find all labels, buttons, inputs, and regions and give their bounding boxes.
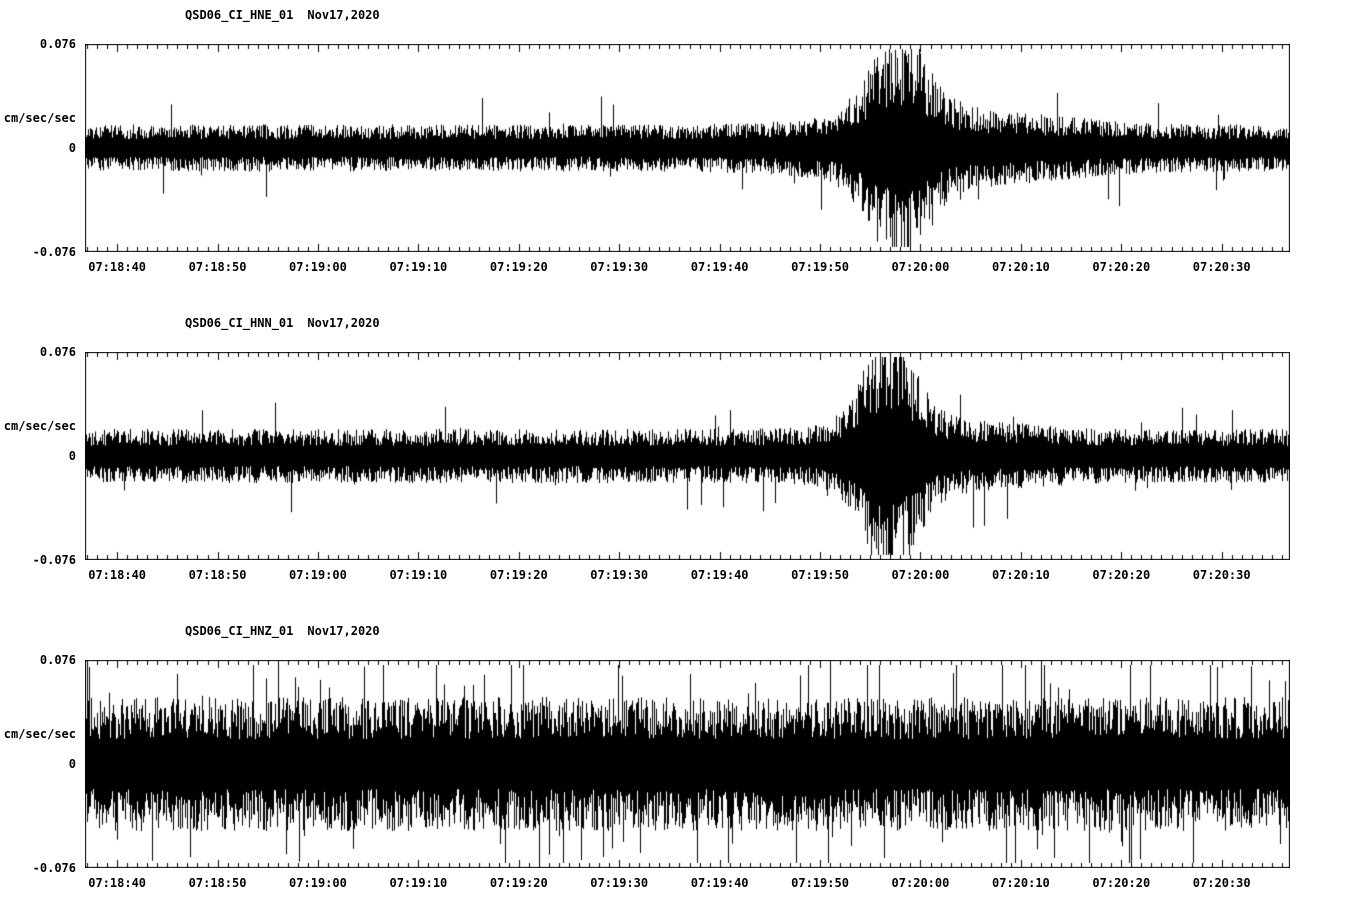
y-axis-units-label: cm/sec/sec: [3, 111, 76, 125]
x-axis-tick-label: 07:20:20: [1092, 876, 1151, 890]
plot-title: QSD06_CI_HNZ_01 Nov17,2020: [185, 624, 380, 638]
x-axis-tick-label: 07:18:50: [188, 568, 247, 582]
x-axis-tick-label: 07:19:10: [389, 876, 448, 890]
y-axis-zero-label: 0: [68, 757, 76, 771]
plot-title: QSD06_CI_HNE_01 Nov17,2020: [185, 8, 380, 22]
x-axis-tick-label: 07:19:30: [590, 568, 649, 582]
x-axis-tick-label: 07:19:50: [791, 876, 849, 890]
x-axis-tick-label: 07:18:40: [88, 876, 147, 890]
x-axis-tick-label: 07:19:20: [489, 568, 548, 582]
plot-title-date: Nov17,2020: [307, 624, 380, 638]
x-axis-tick-label: 07:19:00: [289, 260, 347, 274]
x-axis-tick-label: 07:18:50: [188, 876, 247, 890]
x-axis-tick-label: 07:19:50: [791, 260, 849, 274]
x-axis-tick-label: 07:19:00: [289, 568, 347, 582]
x-axis-tick-label: 07:18:50: [188, 260, 247, 274]
x-axis-tick-label: 07:19:40: [690, 568, 749, 582]
x-axis-tick-label: 07:20:00: [891, 568, 950, 582]
plot-title-name: QSD06_CI_HNE_01: [185, 8, 294, 22]
y-axis-zero-label: 0: [68, 449, 76, 463]
y-axis-units-label: cm/sec/sec: [3, 419, 76, 433]
x-axis-tick-label: 07:20:20: [1092, 260, 1151, 274]
seismogram-panel: QSD06_CI_HNN_01 Nov17,2020 0.076 cm/sec/s…: [0, 308, 1358, 616]
x-axis-tick-label: 07:19:40: [690, 260, 749, 274]
x-axis-tick-label: 07:20:00: [891, 876, 950, 890]
y-axis-max-label: 0.076: [39, 653, 76, 667]
x-axis-tick-label: 07:20:30: [1192, 876, 1251, 890]
x-axis-tick-label: 07:19:50: [791, 568, 849, 582]
x-axis-tick-label: 07:19:20: [489, 260, 548, 274]
x-axis-tick-label: 07:18:40: [88, 260, 147, 274]
y-axis-min-label: -0.076: [32, 245, 76, 259]
x-axis-tick-label: 07:19:20: [489, 876, 548, 890]
y-axis-units-label: cm/sec/sec: [3, 727, 76, 741]
x-axis-tick-label: 07:20:30: [1192, 568, 1251, 582]
seismogram-trace-canvas: [85, 44, 1290, 252]
x-axis-tick-label: 07:20:10: [991, 876, 1050, 890]
seismogram-trace-canvas: [85, 352, 1290, 560]
y-axis-min-label: -0.076: [32, 553, 76, 567]
x-axis-tick-label: 07:19:40: [690, 876, 749, 890]
seismogram-panel: QSD06_CI_HNZ_01 Nov17,2020 0.076 cm/sec/s…: [0, 616, 1358, 924]
x-axis-tick-label: 07:20:30: [1192, 260, 1251, 274]
plot-title-date: Nov17,2020: [307, 316, 380, 330]
x-axis-tick-label: 07:20:10: [991, 568, 1050, 582]
x-axis-tick-label: 07:19:00: [289, 876, 347, 890]
y-axis-zero-label: 0: [68, 141, 76, 155]
y-axis-max-label: 0.076: [39, 345, 76, 359]
x-axis-tick-label: 07:19:30: [590, 260, 649, 274]
x-axis-tick-label: 07:19:10: [389, 260, 448, 274]
seismogram-panel: QSD06_CI_HNE_01 Nov17,2020 0.076 cm/sec/s…: [0, 0, 1358, 308]
plot-title-date: Nov17,2020: [307, 8, 380, 22]
plot-title: QSD06_CI_HNN_01 Nov17,2020: [185, 316, 380, 330]
x-axis-tick-label: 07:20:00: [891, 260, 950, 274]
x-axis-tick-label: 07:19:30: [590, 876, 649, 890]
y-axis-max-label: 0.076: [39, 37, 76, 51]
x-axis-tick-label: 07:18:40: [88, 568, 147, 582]
x-axis-tick-label: 07:20:20: [1092, 568, 1151, 582]
plot-title-name: QSD06_CI_HNN_01: [185, 316, 294, 330]
x-axis-tick-label: 07:20:10: [991, 260, 1050, 274]
plot-title-name: QSD06_CI_HNZ_01: [185, 624, 294, 638]
y-axis-min-label: -0.076: [32, 861, 76, 875]
seismogram-trace-canvas: [85, 660, 1290, 868]
x-axis-tick-label: 07:19:10: [389, 568, 448, 582]
